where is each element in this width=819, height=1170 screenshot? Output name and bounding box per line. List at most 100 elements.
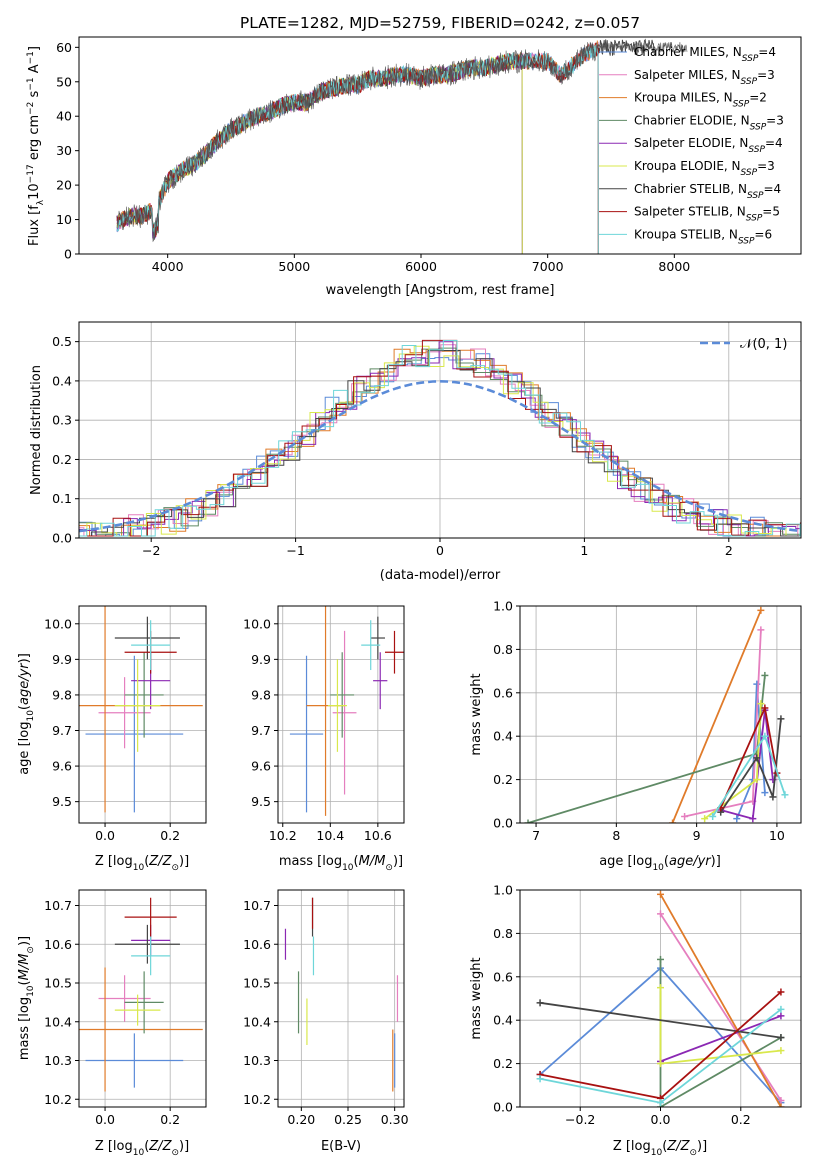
plot-area — [79, 606, 203, 813]
x-tick-label: 0.0 — [651, 1112, 671, 1127]
x-axis-label-part: )] — [179, 854, 189, 869]
axes-frame — [277, 605, 405, 824]
y-tick-label: 1.0 — [493, 883, 513, 898]
legend-label-part: =5 — [762, 205, 780, 219]
legend-label-part: =6 — [754, 227, 772, 241]
plot-area — [536, 890, 785, 1107]
y-axis-label-part: ⊙ — [26, 946, 36, 954]
y-tick-label: 10.0 — [44, 616, 72, 631]
legend-label-part: =4 — [758, 45, 776, 59]
model-line — [116, 53, 523, 254]
y-tick-label: 9.8 — [251, 687, 271, 702]
model-line — [116, 42, 599, 254]
legend-label-part: SSP — [741, 168, 758, 178]
x-tick-label: 0.20 — [287, 1112, 315, 1127]
model-line — [116, 40, 599, 254]
legend-label-part: Chabrier ELODIE, N — [634, 113, 750, 127]
mass-weight-panel: 7 8 9 10 0.0 0.2 0.4 0.6 0.8 1.0 — [493, 599, 802, 843]
y-tick-label: 10.3 — [243, 1053, 271, 1068]
x-axis-label-part: 10 — [133, 863, 145, 873]
legend-label: Chabrier MILES, NSSP=4 — [634, 45, 776, 64]
y-tick-label: 60 — [56, 40, 72, 55]
x-tick-label: −0.2 — [565, 1112, 595, 1127]
y-tick-label: 0.1 — [52, 491, 72, 506]
model-line — [116, 42, 599, 254]
y-axis-label-part: erg cm — [27, 115, 42, 164]
y-tick-label: 9.5 — [52, 794, 72, 809]
x-axis-label-part: mass [log — [279, 854, 342, 869]
mass-weight-panel: −0.2 0.0 0.2 0.0 0.2 0.4 0.6 0.8 1.0 — [493, 883, 802, 1127]
x-tick-label: 2 — [725, 543, 733, 558]
legend-label-part: Kroupa STELIB, N — [634, 227, 738, 241]
y-axis-label-part: age/yr — [17, 662, 32, 705]
x-axis-label-part: )] — [697, 1139, 707, 1154]
x-axis-label-part: 10 — [652, 863, 664, 873]
legend-label-part: =3 — [757, 159, 775, 173]
x-axis-label: wavelength [Angstrom, rest frame] — [326, 283, 555, 298]
y-axis-label: mass [log10(M/M⊙)] — [17, 936, 36, 1060]
y-axis-label-part: age [log — [17, 722, 32, 775]
x-axis-label: age [log10(age/yr)] — [599, 854, 721, 873]
x-tick-label: 0.2 — [160, 828, 180, 843]
legend-label-part: SSP — [733, 100, 750, 110]
x-axis-label-part: Z/Z — [148, 1139, 172, 1154]
x-axis-label-part: )] — [393, 854, 403, 869]
x-tick-label: 0.0 — [95, 828, 115, 843]
y-axis-label-part: ] — [27, 46, 42, 51]
y-axis-label-part: )] — [17, 653, 32, 663]
legend-label: Chabrier STELIB, NSSP=4 — [634, 182, 781, 201]
y-axis-label-part: −17 — [26, 164, 36, 183]
legend-label-part: =4 — [764, 182, 782, 196]
y-tick-label: 10 — [56, 212, 72, 227]
x-axis-label: Z [log10(Z/Z⊙)] — [95, 1139, 189, 1158]
y-axis-label-part: Flux [f — [27, 205, 42, 246]
y-axis-label: mass weight — [469, 957, 484, 1039]
y-tick-label: 0.2 — [52, 452, 72, 467]
legend-label: Kroupa MILES, NSSP=2 — [634, 91, 767, 110]
y-tick-label: 9.6 — [251, 759, 271, 774]
legend-label-part: SSP — [748, 145, 765, 155]
x-tick-label: 0.2 — [731, 1112, 751, 1127]
x-tick-label: 7000 — [532, 259, 564, 274]
y-axis-label-part: −1 — [26, 77, 36, 90]
chart-title: PLATE=1282, MJD=52759, FIBERID=0242, z=0… — [240, 14, 640, 32]
axes-frame — [78, 36, 802, 255]
weight-line — [659, 913, 782, 1101]
x-axis-label: (data-model)/error — [380, 568, 501, 583]
histogram-panel: −2 −1 0 1 2 0.0 0.1 0.2 0.3 0.4 0.5 — [52, 321, 802, 558]
x-axis-label-part: ⊙ — [689, 1148, 697, 1158]
x-tick-label: 5000 — [278, 259, 310, 274]
plot-area — [284, 897, 399, 1092]
x-tick-label: 0.0 — [95, 1112, 115, 1127]
y-axis-label-part: ( — [17, 980, 32, 985]
y-tick-label: 40 — [56, 109, 72, 124]
y-tick-label: 9.5 — [251, 794, 271, 809]
legend-label: Kroupa STELIB, NSSP=6 — [634, 227, 772, 246]
x-axis-label: Z [log10(Z/Z⊙)] — [613, 1139, 707, 1158]
y-tick-label: 10.7 — [44, 898, 72, 913]
y-tick-label: 0.8 — [493, 642, 513, 657]
x-axis-label-part: 10 — [342, 863, 354, 873]
y-tick-label: 10.2 — [243, 1092, 271, 1107]
y-tick-label: 50 — [56, 74, 72, 89]
model-line — [116, 52, 523, 254]
y-tick-label: 10.6 — [243, 937, 271, 952]
y-tick-label: 10.2 — [44, 1092, 72, 1107]
y-tick-label: 0.6 — [493, 685, 513, 700]
axes-frame — [519, 889, 802, 1108]
y-tick-label: 0.0 — [493, 816, 513, 831]
errorbar-panel: 10.2 10.4 10.6 9.5 9.6 9.7 9.8 9.9 10.0 — [243, 605, 405, 843]
y-axis-label-part: λ — [36, 199, 46, 205]
weight-line — [671, 609, 762, 823]
x-axis-label-part: age/yr — [669, 854, 712, 869]
spectrum-panel: 4000 5000 6000 7000 8000 0 10 20 30 40 50 60 — [56, 36, 802, 274]
y-tick-label: 10.5 — [44, 976, 72, 991]
y-tick-label: 10.4 — [243, 1014, 271, 1029]
weight-line — [539, 1001, 782, 1039]
y-axis-label: age [log10(age/yr)] — [17, 653, 36, 775]
y-tick-label: 9.9 — [52, 652, 72, 667]
plot-area — [289, 606, 404, 816]
y-tick-label: 0.4 — [493, 729, 513, 744]
legend-label-part: =3 — [757, 68, 775, 82]
y-tick-label: 9.7 — [52, 723, 72, 738]
